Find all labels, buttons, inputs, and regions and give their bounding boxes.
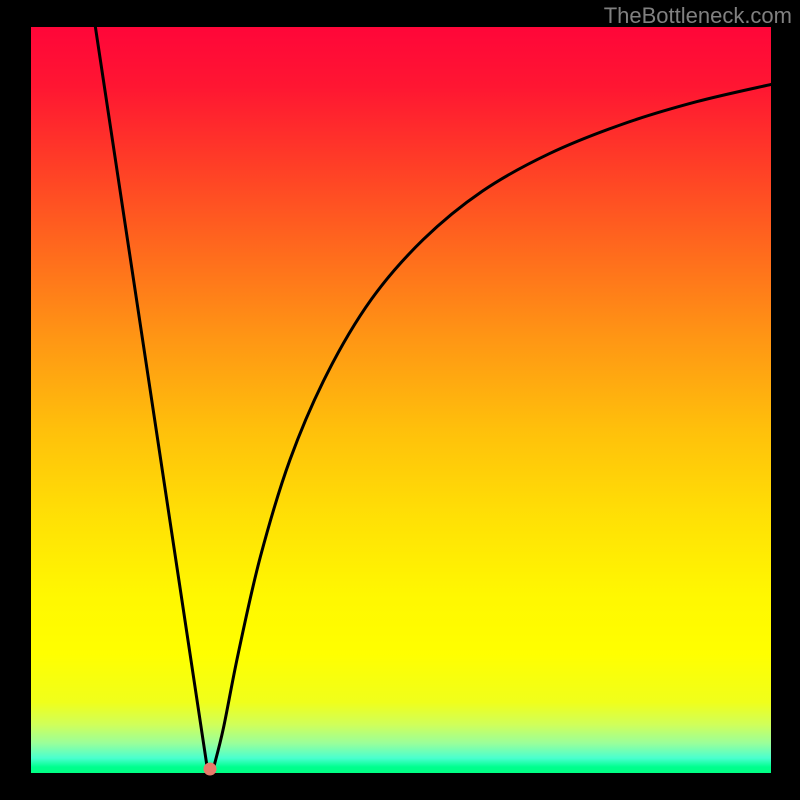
watermark-label: TheBottleneck.com xyxy=(604,3,792,29)
vertex-marker xyxy=(204,762,217,775)
bottleneck-curve xyxy=(31,27,771,773)
plot-area xyxy=(31,27,771,773)
chart-container: TheBottleneck.com xyxy=(0,0,800,800)
